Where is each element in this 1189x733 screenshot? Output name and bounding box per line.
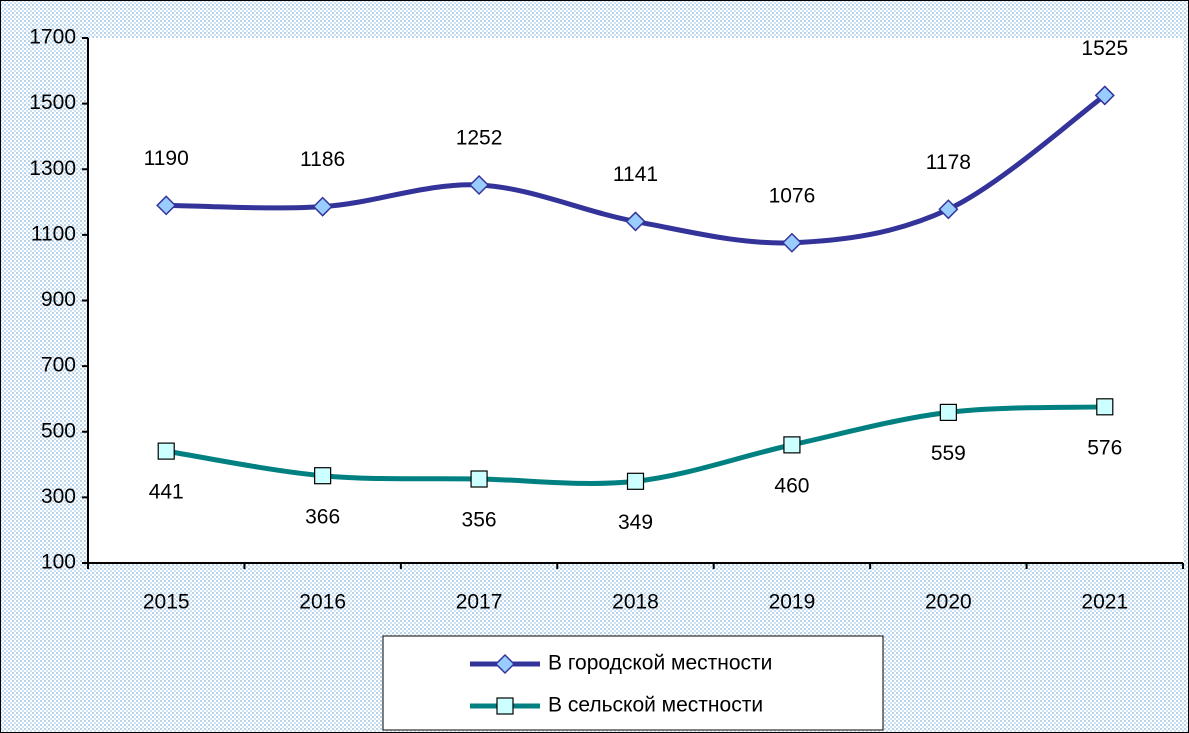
marker bbox=[314, 467, 332, 485]
marker bbox=[469, 174, 490, 196]
data-label: 349 bbox=[618, 511, 653, 534]
data-label: 366 bbox=[305, 505, 340, 528]
data-label: 460 bbox=[774, 474, 809, 497]
marker bbox=[157, 442, 175, 460]
marker bbox=[156, 195, 177, 216]
marker bbox=[494, 653, 516, 675]
data-label: 1525 bbox=[1081, 37, 1128, 60]
data-label: 576 bbox=[1087, 436, 1122, 459]
data-label: 1252 bbox=[456, 127, 503, 150]
y-tick-label: 700 bbox=[41, 354, 76, 377]
x-tick-label: 2015 bbox=[143, 591, 190, 614]
data-label: 1186 bbox=[300, 148, 345, 171]
x-tick-label: 2016 bbox=[299, 591, 346, 614]
marker bbox=[470, 470, 488, 488]
marker bbox=[783, 436, 801, 454]
y-tick-label: 500 bbox=[41, 419, 76, 442]
data-label: 559 bbox=[931, 442, 966, 465]
x-tick-label: 2021 bbox=[1081, 591, 1128, 614]
y-tick-label: 1300 bbox=[29, 157, 76, 180]
marker bbox=[625, 211, 646, 232]
x-tick-label: 2019 bbox=[769, 591, 816, 614]
marker bbox=[312, 196, 333, 217]
marker bbox=[1096, 398, 1114, 416]
y-tick-label: 100 bbox=[41, 551, 76, 574]
y-tick-label: 1100 bbox=[31, 222, 76, 245]
y-tick-label: 300 bbox=[41, 485, 76, 508]
x-tick-label: 2017 bbox=[456, 591, 503, 614]
marker bbox=[781, 232, 802, 253]
marker bbox=[1094, 85, 1115, 106]
legend: В городской местности В сельской местност… bbox=[382, 635, 884, 731]
marker bbox=[496, 697, 514, 715]
x-tick-label: 2018 bbox=[612, 591, 659, 614]
data-label: 1178 bbox=[926, 151, 971, 174]
y-tick-label: 1700 bbox=[29, 26, 76, 49]
data-label: 441 bbox=[149, 481, 184, 504]
legend-box bbox=[382, 635, 884, 731]
x-tick-label: 2020 bbox=[925, 591, 972, 614]
data-label: 1141 bbox=[613, 163, 658, 186]
legend-label: В городской местности bbox=[548, 652, 772, 675]
y-tick-label: 1500 bbox=[29, 91, 76, 114]
data-label: 1190 bbox=[144, 147, 189, 170]
data-label: 1076 bbox=[769, 184, 816, 207]
marker bbox=[626, 472, 645, 490]
data-label: 356 bbox=[462, 509, 497, 532]
marker bbox=[938, 199, 959, 220]
y-tick-label: 900 bbox=[41, 288, 76, 311]
marker bbox=[939, 403, 957, 421]
legend-label: В сельской местности bbox=[548, 694, 763, 717]
